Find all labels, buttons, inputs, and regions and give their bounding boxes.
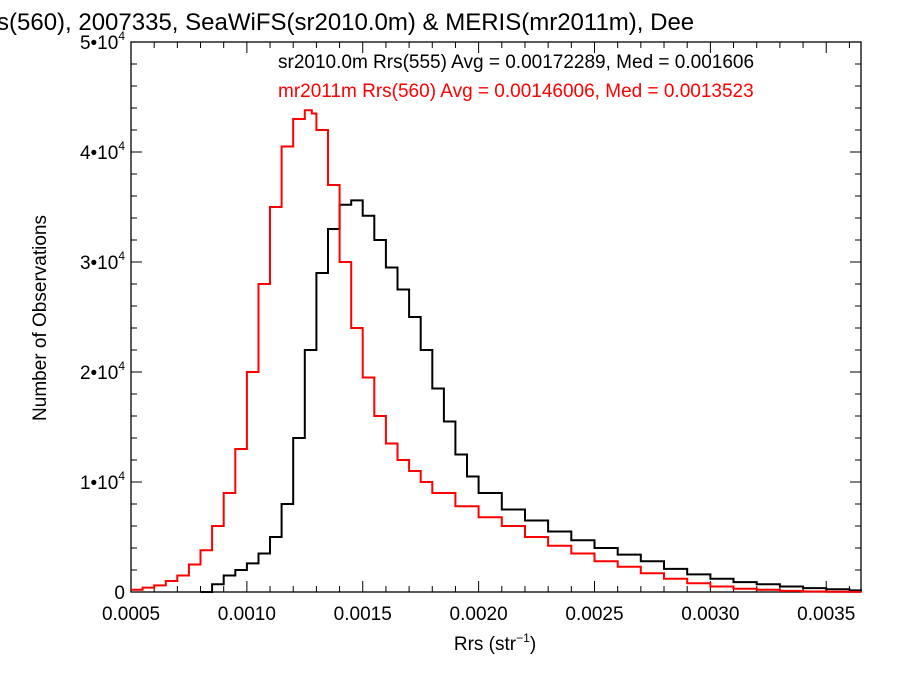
x-tick-label: 0.0025: [565, 604, 623, 625]
y-tick-label: 4•104: [80, 139, 125, 164]
chart-title: s(560), 2007335, SeaWiFS(sr2010.0m) & ME…: [0, 9, 694, 36]
x-tick-label: 0.0020: [450, 604, 508, 625]
y-axis-label: Number of Observations: [30, 215, 51, 421]
series-line-0: [200, 199, 862, 593]
legend-entry-mr2011m: mr2011m Rrs(560) Avg = 0.00146006, Med =…: [278, 81, 754, 102]
legend-entry-sr2010: sr2010.0m Rrs(555) Avg = 0.00172289, Med…: [278, 52, 754, 73]
plot-frame: [130, 41, 862, 593]
y-tick-label: 3•104: [80, 249, 125, 274]
x-axis-label: Rrs (str−1): [454, 631, 536, 655]
x-tick-label: 0.0035: [797, 604, 855, 625]
y-tick-label: 0: [114, 583, 125, 604]
x-tick-label: 0.0030: [681, 604, 739, 625]
x-tick-label: 0.0005: [102, 604, 160, 625]
series-layer: [131, 109, 862, 593]
series-line-1: [131, 109, 861, 593]
x-tick-label: 0.0010: [218, 604, 276, 625]
axes: 0.0005 0.0010 0.0015 0.0020 0.0025 0.0030 0.00…: [80, 29, 862, 625]
x-tick-label: 0.0015: [334, 604, 392, 625]
y-tick-label: 1•104: [80, 469, 125, 494]
y-tick-label: 2•104: [80, 359, 125, 384]
y-tick-label: 5•104: [80, 29, 125, 54]
